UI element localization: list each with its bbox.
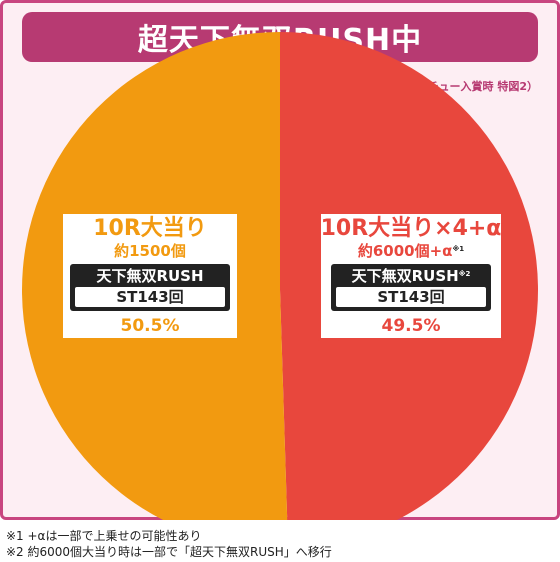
slice-label: 10R大当り×4+α [320, 216, 502, 241]
footnotes: ※1 +αは一部で上乗せの可能性あり ※2 約6000個大当り時は一部で「超天下… [6, 528, 556, 560]
slice-mode-line: 天下無双RUSH※2 [352, 267, 471, 285]
footnote-1: ※1 +αは一部で上乗せの可能性あり [6, 529, 202, 543]
slice-st: ST143回 [75, 287, 225, 307]
footnote-2: ※2 約6000個大当り時は一部で「超天下無双RUSH」へ移行 [6, 545, 332, 559]
slice-payout: 約6000個+α [357, 242, 453, 260]
slice-mode: 天下無双RUSH [96, 267, 204, 285]
footnote-mark: ※2 [458, 270, 471, 278]
mode-box: 天下無双RUSH※2 ST143回 [331, 264, 491, 311]
slice-percent: 50.5% [120, 316, 180, 336]
footnote-mark: ※1 [452, 245, 465, 253]
slice-label: 10R大当り [93, 216, 207, 241]
slice-payout: 約1500個 [114, 242, 186, 260]
mode-box: 天下無双RUSH ST143回 [70, 264, 230, 311]
slice-st: ST143回 [336, 287, 486, 307]
callout-left-slice: 10R大当り 約1500個 天下無双RUSH ST143回 50.5% [60, 211, 240, 341]
slice-payout-line: 約6000個+α※1 [358, 242, 464, 260]
slice-percent: 49.5% [381, 316, 441, 336]
callout-right-slice: 10R大当り×4+α 約6000個+α※1 天下無双RUSH※2 ST143回 … [318, 211, 504, 341]
slice-mode: 天下無双RUSH [351, 267, 459, 285]
